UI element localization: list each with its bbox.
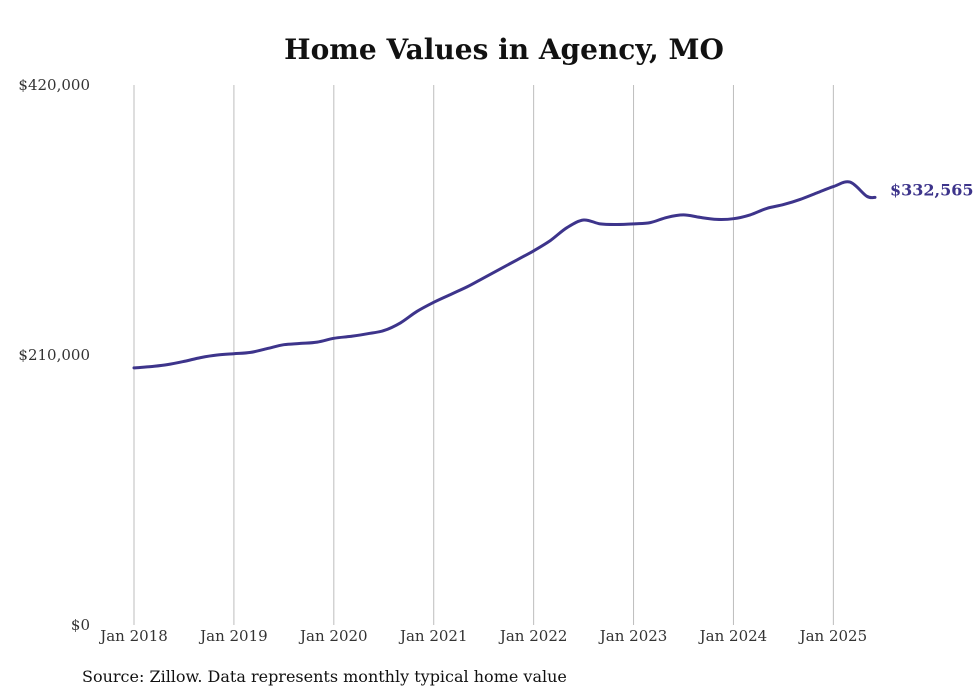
y-axis: $0 $210,000 $420,000 xyxy=(18,76,90,634)
x-tick-label: Jan 2022 xyxy=(498,627,568,645)
grid xyxy=(133,85,834,625)
y-tick-label: $0 xyxy=(71,616,90,634)
source-note: Source: Zillow. Data represents monthly … xyxy=(82,667,567,686)
x-tick-label: Jan 2018 xyxy=(98,627,168,645)
x-tick-label: Jan 2021 xyxy=(398,627,468,645)
end-value-label: $332,565 xyxy=(890,180,974,199)
home-value-line xyxy=(132,180,877,370)
x-tick-label: Jan 2024 xyxy=(698,627,768,645)
x-tick-label: Jan 2023 xyxy=(598,627,668,645)
x-tick-label: Jan 2020 xyxy=(298,627,368,645)
y-tick-label: $420,000 xyxy=(18,76,90,94)
x-tick-label: Jan 2025 xyxy=(798,627,868,645)
x-tick-label: Jan 2019 xyxy=(198,627,268,645)
series-group xyxy=(132,180,877,370)
chart-title: Home Values in Agency, MO xyxy=(284,33,724,66)
y-tick-label: $210,000 xyxy=(18,346,90,364)
x-axis: Jan 2018 Jan 2019 Jan 2020 Jan 2021 Jan 2022… xyxy=(98,627,867,645)
